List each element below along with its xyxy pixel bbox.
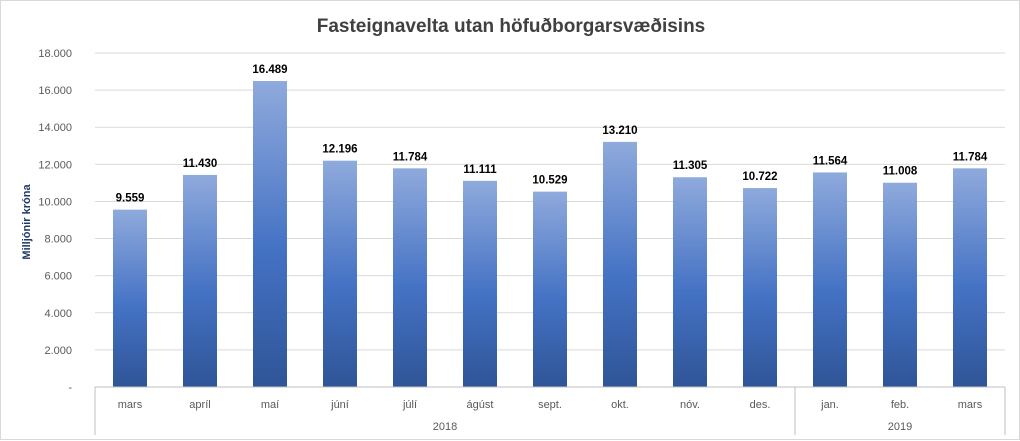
bar	[883, 182, 917, 387]
x-tick-label: nóv.	[680, 399, 700, 411]
x-group-label: 2018	[433, 421, 457, 433]
y-tick-label: 8.000	[44, 234, 72, 246]
bar	[113, 209, 147, 387]
x-group-label: 2019	[888, 421, 912, 433]
bar	[393, 168, 427, 387]
x-axis: mars apríl maí júní júlí ágúst sept. okt. nóv. de…	[94, 386, 1006, 435]
x-tick-label: okt.	[611, 399, 629, 411]
data-label: 11.305	[673, 160, 708, 172]
data-label: 11.564	[813, 155, 848, 167]
bar	[743, 188, 777, 387]
y-tick-label: 14.000	[38, 122, 72, 134]
data-label: 12.196	[322, 144, 357, 156]
x-tick-label: apríl	[189, 399, 210, 411]
x-tick-label: mars	[118, 399, 143, 411]
bar	[323, 160, 357, 387]
data-label: 13.210	[602, 125, 637, 137]
data-label: 11.784	[393, 151, 428, 163]
data-label: 11.111	[463, 164, 497, 176]
y-tick-label: 2.000	[44, 345, 72, 357]
x-tick-label: feb.	[891, 399, 909, 411]
x-tick-label: júlí	[402, 399, 417, 411]
x-tick-label: des.	[750, 399, 771, 411]
data-label: 16.489	[252, 64, 287, 76]
x-tick-label: sept.	[538, 399, 562, 411]
data-label: 11.008	[883, 166, 918, 178]
bar	[673, 177, 707, 387]
bar	[603, 141, 637, 387]
data-labels: 9.559 11.430 16.489 12.196 11.784 11.111 10.52…	[116, 64, 988, 205]
y-tick-label: 12.000	[38, 159, 72, 171]
y-tick-label: 4.000	[44, 308, 72, 320]
data-label: 11.430	[183, 158, 218, 170]
y-axis-label: Milljónir króna	[21, 184, 33, 260]
bars	[113, 81, 987, 387]
bar	[183, 174, 217, 387]
data-label: 11.784	[953, 151, 988, 163]
data-label: 10.529	[532, 175, 567, 187]
data-label: 9.559	[116, 193, 145, 205]
y-tick-label: 10.000	[38, 196, 72, 208]
y-tick-label: 18.000	[38, 48, 72, 60]
bar	[813, 172, 847, 387]
y-tick-label: 6.000	[44, 271, 72, 283]
bar	[253, 81, 287, 387]
y-tick-label: 16.000	[38, 85, 72, 97]
y-tick-labels: - 2.000 4.000 6.000 8.000 10.000 12.000 14.000 1…	[38, 48, 72, 394]
x-tick-label: mars	[958, 399, 983, 411]
data-label: 10.722	[742, 171, 777, 183]
y-tick-label: -	[68, 382, 72, 394]
x-tick-label: ágúst	[467, 399, 494, 411]
bar	[463, 180, 497, 387]
bar	[533, 191, 567, 387]
x-tick-label: júní	[330, 399, 349, 411]
x-tick-label: jan.	[820, 399, 839, 411]
chart-title: Fasteignavelta utan höfuðborgarsvæðisins	[317, 16, 706, 37]
bar	[953, 168, 987, 387]
x-tick-label: maí	[261, 399, 279, 411]
